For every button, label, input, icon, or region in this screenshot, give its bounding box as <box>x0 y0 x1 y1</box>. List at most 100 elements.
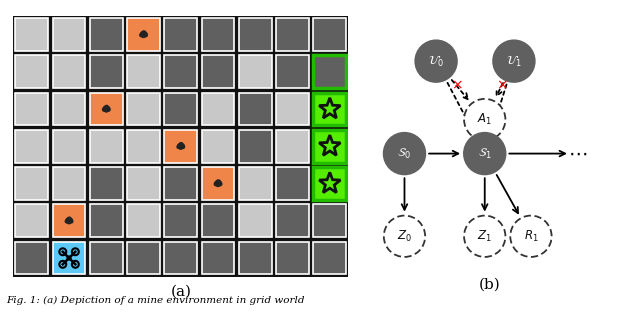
Bar <box>52 55 85 88</box>
Bar <box>90 93 123 125</box>
Circle shape <box>179 146 182 149</box>
Bar <box>127 18 160 51</box>
Bar <box>239 204 272 237</box>
Bar <box>52 167 85 200</box>
Bar <box>202 242 234 274</box>
Text: $\cdots$: $\cdots$ <box>568 144 587 163</box>
Bar <box>52 18 85 51</box>
Bar <box>276 167 309 200</box>
Bar <box>52 130 85 163</box>
Circle shape <box>142 31 145 35</box>
Circle shape <box>510 216 552 257</box>
Circle shape <box>464 133 506 174</box>
Text: $Z_0$: $Z_0$ <box>397 229 412 244</box>
Circle shape <box>464 216 506 257</box>
Bar <box>239 18 272 51</box>
Circle shape <box>216 183 220 186</box>
Bar <box>314 242 346 274</box>
Bar <box>276 204 309 237</box>
Bar <box>90 204 123 237</box>
Bar <box>52 242 85 274</box>
Bar <box>90 55 123 88</box>
Text: $\mathcal{S}_1$: $\mathcal{S}_1$ <box>477 147 492 161</box>
Circle shape <box>182 144 184 147</box>
Circle shape <box>182 145 184 148</box>
Bar <box>90 242 123 274</box>
Bar <box>314 18 346 51</box>
Circle shape <box>142 34 145 37</box>
Bar <box>127 130 160 163</box>
Bar <box>202 204 234 237</box>
Text: (b): (b) <box>479 278 500 292</box>
Circle shape <box>105 106 108 109</box>
Bar <box>314 130 346 163</box>
Circle shape <box>415 40 457 82</box>
Bar <box>276 93 309 125</box>
Bar <box>15 204 48 237</box>
Text: $\mathcal{U}_1$: $\mathcal{U}_1$ <box>506 54 522 69</box>
Circle shape <box>65 220 68 223</box>
Bar <box>52 204 85 237</box>
Circle shape <box>145 34 147 36</box>
Circle shape <box>178 144 181 147</box>
Bar <box>202 130 234 163</box>
Circle shape <box>177 145 180 148</box>
Circle shape <box>493 40 534 82</box>
Circle shape <box>107 107 109 110</box>
Circle shape <box>68 218 71 221</box>
Circle shape <box>384 216 425 257</box>
Bar <box>164 93 197 125</box>
Circle shape <box>214 183 217 185</box>
Circle shape <box>107 108 110 111</box>
Circle shape <box>216 180 220 184</box>
Circle shape <box>105 108 108 112</box>
Text: (a): (a) <box>170 285 191 299</box>
Bar <box>164 18 197 51</box>
Text: $\times$: $\times$ <box>451 79 462 93</box>
Bar <box>276 130 309 163</box>
Bar <box>90 130 123 163</box>
Bar <box>127 167 160 200</box>
Bar <box>314 204 346 237</box>
Bar <box>15 93 48 125</box>
Bar <box>239 93 272 125</box>
Text: $Z_1$: $Z_1$ <box>477 229 492 244</box>
Bar <box>164 204 197 237</box>
Text: $A_1$: $A_1$ <box>477 112 492 127</box>
Bar <box>127 93 160 125</box>
Bar <box>276 55 309 88</box>
Text: $R_1$: $R_1$ <box>524 229 538 244</box>
Text: Fig. 1: (a) Depiction of a mine environment in grid world: Fig. 1: (a) Depiction of a mine environm… <box>6 296 305 305</box>
Bar <box>15 242 48 274</box>
Bar <box>127 55 160 88</box>
Circle shape <box>141 32 143 35</box>
Bar <box>202 93 234 125</box>
Circle shape <box>216 181 218 184</box>
Circle shape <box>179 143 183 146</box>
Circle shape <box>219 183 221 185</box>
Bar <box>276 18 309 51</box>
Circle shape <box>70 220 72 223</box>
Bar <box>314 167 346 200</box>
Bar <box>90 18 123 51</box>
Bar <box>202 55 234 88</box>
Circle shape <box>70 219 72 221</box>
Bar <box>239 55 272 88</box>
Text: $\mathcal{U}_0$: $\mathcal{U}_0$ <box>428 54 444 69</box>
Circle shape <box>67 219 69 221</box>
Bar <box>127 204 160 237</box>
Bar <box>164 130 197 163</box>
Bar <box>127 242 160 274</box>
Circle shape <box>67 256 71 260</box>
Bar <box>15 18 48 51</box>
Bar <box>90 167 123 200</box>
Circle shape <box>67 220 70 224</box>
Circle shape <box>104 107 106 110</box>
Circle shape <box>103 108 106 111</box>
Bar <box>164 55 197 88</box>
Bar <box>239 242 272 274</box>
Text: $\times$: $\times$ <box>496 79 508 93</box>
Bar <box>164 242 197 274</box>
Bar <box>202 18 234 51</box>
Circle shape <box>144 33 147 35</box>
